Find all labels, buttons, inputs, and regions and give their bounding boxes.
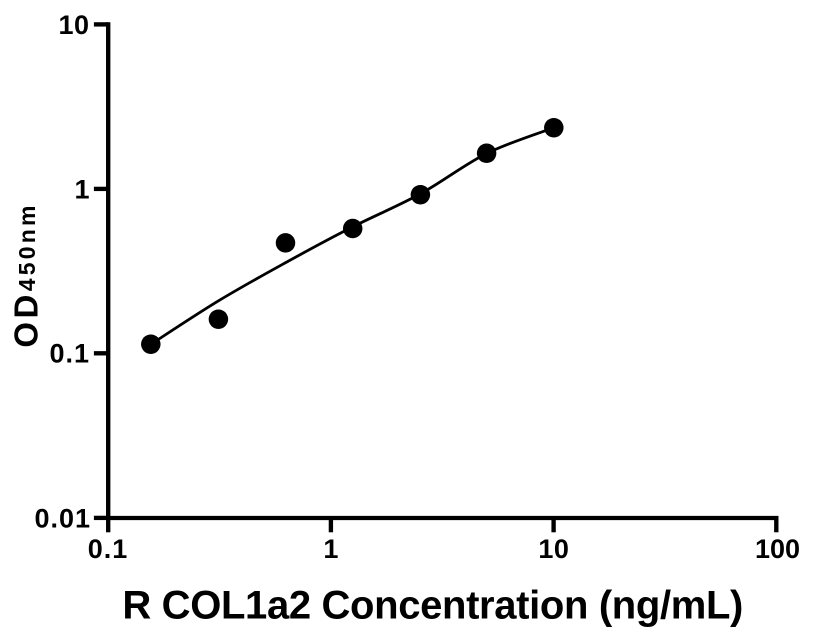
svg-text:0.1: 0.1 (49, 339, 90, 369)
svg-text:R COL1a2 Concentration (ng/mL): R COL1a2 Concentration (ng/mL) (122, 584, 743, 628)
svg-text:10: 10 (58, 10, 89, 40)
svg-text:0.01: 0.01 (34, 503, 91, 533)
svg-text:10: 10 (538, 534, 569, 564)
svg-text:OD450nm: OD450nm (7, 202, 44, 347)
svg-text:1: 1 (323, 534, 338, 564)
svg-text:0.1: 0.1 (88, 534, 129, 564)
svg-text:100: 100 (755, 534, 800, 564)
svg-text:1: 1 (74, 174, 89, 204)
